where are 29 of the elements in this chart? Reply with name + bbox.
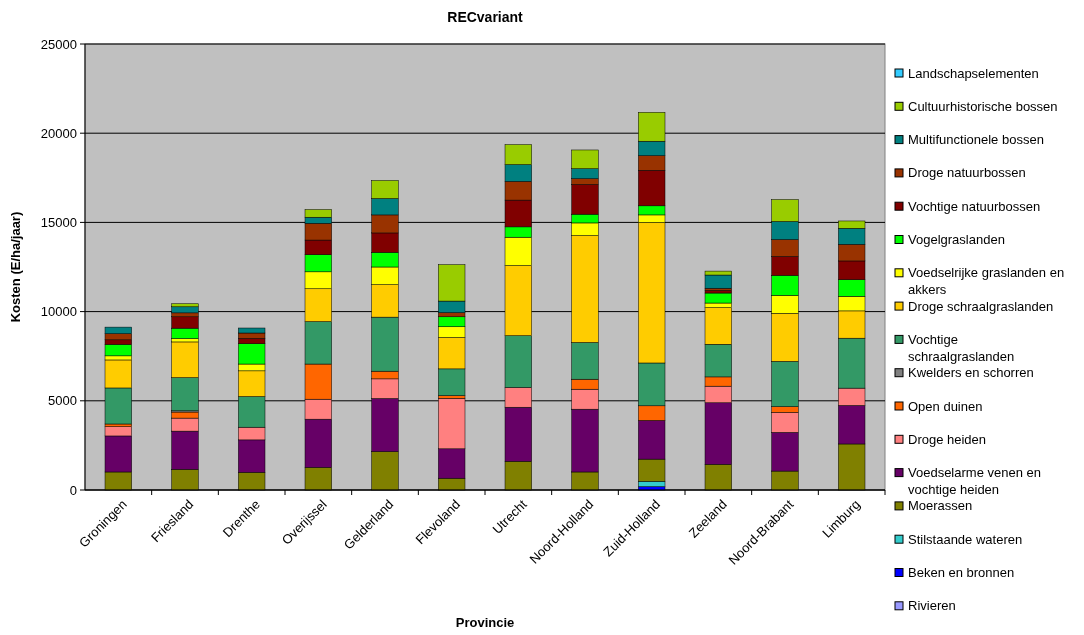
legend-label: Kwelders en schorren [908, 365, 1034, 381]
legend-label: Stilstaande wateren [908, 531, 1023, 547]
legend-label: Multifunctionele bossen [908, 132, 1044, 148]
legend-label: Voedselarme venen en vochtige heiden [908, 465, 1041, 498]
legend-label: Vochtige natuurbossen [908, 198, 1041, 214]
legend-label: Voedselrijke graslanden en akkers [908, 265, 1065, 298]
y-tick-label: 20000 [40, 125, 77, 141]
bar [704, 292, 732, 304]
legend-label: Moerassen [908, 498, 973, 514]
legend-label: Open duinen [908, 398, 983, 414]
y-axis-title: Kosten (E/ha/jaar) [8, 211, 23, 323]
chart-title: RECvariant [447, 9, 524, 25]
bar [704, 274, 732, 289]
x-axis-title: Provincie [455, 615, 515, 630]
legend-label: Droge natuurbossen [908, 165, 1026, 181]
y-tick-label: 10000 [40, 304, 77, 320]
legend-label: Rivieren [908, 598, 956, 614]
legend-label: Cultuurhistorische bossen [908, 98, 1058, 114]
y-tick-label: 5000 [48, 393, 77, 409]
y-tick-label: 25000 [40, 36, 77, 52]
y-tick-label: 15000 [40, 214, 77, 230]
legend-label: Beken en bronnen [908, 565, 1015, 581]
legend-label: Vochtige schraalgraslanden [908, 331, 1015, 364]
legend-label: Landschapselementen [908, 65, 1039, 81]
legend-label: Droge schraalgraslanden [908, 298, 1054, 314]
bar [104, 344, 132, 357]
legend-label: Vogelgraslanden [908, 232, 1005, 248]
legend-label: Droge heiden [908, 431, 987, 447]
y-tick-label: 0 [69, 482, 77, 498]
